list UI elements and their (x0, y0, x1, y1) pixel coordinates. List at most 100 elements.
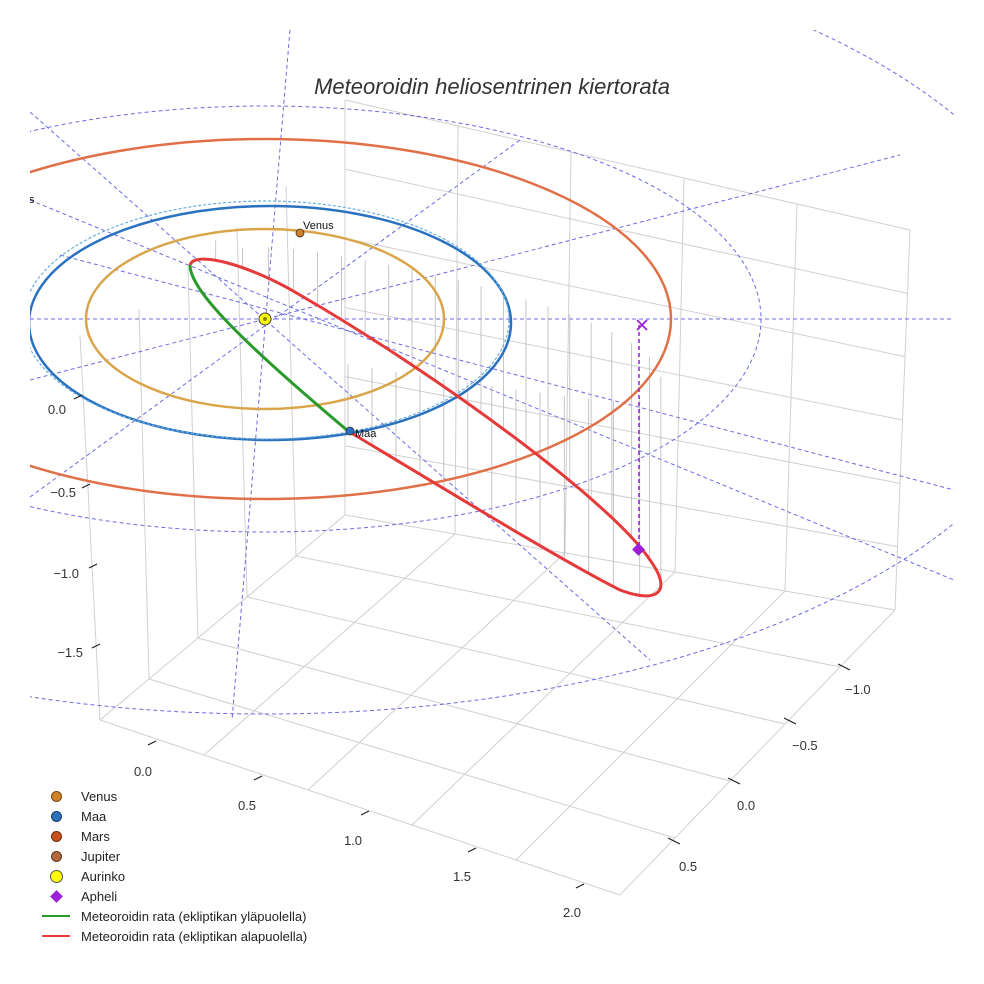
grid (79, 99, 911, 896)
aphelion-marker[interactable] (632, 543, 645, 556)
y-tick-label: 0.5 (679, 859, 697, 874)
x-tick-label: 0.0 (134, 764, 152, 779)
legend-item-orbit-below[interactable]: Meteoroidin rata (ekliptikan alapuolella… (40, 926, 307, 946)
mars-orbit (30, 137, 673, 501)
y-tick-mark (667, 837, 681, 845)
grid-line (564, 151, 572, 554)
legend-item-earth[interactable]: Maa (40, 806, 307, 826)
guide-radial-2 (231, 30, 291, 721)
venus-marker[interactable] (295, 228, 305, 238)
grid-line (187, 267, 199, 639)
x-tick-mark (360, 810, 370, 816)
x-tick-mark (467, 847, 477, 853)
grid-line (454, 125, 459, 535)
guide-radial-4 (30, 154, 901, 381)
z-tick-label: −1.5 (57, 645, 83, 660)
legend-swatch (42, 915, 70, 917)
meteoroid-orbit-above (188, 264, 349, 433)
venus-label: Venus (303, 220, 334, 232)
z-tick-label: −0.5 (50, 485, 76, 500)
grid-line (344, 307, 903, 421)
legend-label: Maa (81, 808, 107, 824)
venus-orbit (84, 227, 446, 411)
aphelion-projection-marker (636, 319, 648, 331)
earth-label: Maa (355, 428, 377, 440)
z-tick-mark (73, 394, 83, 400)
legend-item-sun[interactable]: Aurinko (40, 866, 307, 886)
legend-item-orbit-above[interactable]: Meteoroidin rata (ekliptikan yläpuolella… (40, 906, 307, 926)
grid-line (197, 637, 731, 782)
grid-line (674, 177, 685, 573)
x-tick-mark (253, 775, 263, 781)
meteoroid-orbit-below (188, 257, 663, 598)
guide-radial-5 (59, 254, 954, 491)
chart-title: Meteoroidin heliosentrinen kiertorata (314, 74, 670, 99)
legend-item-mars[interactable]: Mars (40, 826, 307, 846)
legend-item-jupiter[interactable]: Jupiter (40, 846, 307, 866)
legend-swatch (50, 850, 62, 862)
guide-radial-3 (30, 139, 521, 498)
floor-edge (99, 719, 621, 896)
x-tick-label: 1.0 (344, 833, 362, 848)
grid-line (203, 533, 456, 756)
grid-line (307, 552, 566, 791)
z-tick-mark (81, 483, 91, 489)
legend-swatch (49, 889, 63, 903)
legend-label: Mars (81, 828, 110, 844)
x-tick-label: 0.5 (238, 798, 256, 813)
legend-swatch (49, 869, 63, 883)
grid-line (148, 678, 676, 839)
grid-line (344, 237, 906, 358)
earth-orbit-shadow (30, 200, 510, 440)
floor-edge (619, 609, 896, 896)
wall-edge (79, 334, 101, 721)
legend-label: Meteoroidin rata (ekliptikan alapuolella… (81, 928, 308, 944)
x-tick-label: 1.5 (453, 869, 471, 884)
legend-label: Apheli (81, 888, 118, 904)
z-tick-mark (91, 643, 101, 649)
grid-line (344, 168, 908, 294)
grid-line (515, 590, 786, 861)
guide-radial-1 (30, 111, 651, 661)
z-tick-label: 0.0 (48, 402, 66, 417)
axes (73, 394, 851, 889)
legend-item-aphelion[interactable]: Apheli (40, 886, 307, 906)
grid-line (344, 376, 901, 484)
floor-edge (99, 514, 346, 721)
grid-line (411, 571, 676, 826)
x-tick-mark (575, 883, 585, 889)
sun-core (263, 317, 267, 321)
x-tick-mark (147, 740, 157, 746)
y-tick-mark (727, 777, 741, 785)
grid-line (344, 445, 898, 548)
legend-swatch (50, 810, 62, 822)
grid-line (246, 596, 786, 725)
legend: Venus Maa Mars Jupiter Aurinko Apheli Me… (40, 786, 307, 946)
wall-edge (344, 99, 911, 231)
legend-swatch (50, 830, 62, 842)
legend-label: Jupiter (81, 848, 121, 864)
grid-line (138, 308, 150, 680)
grid-line (784, 203, 798, 592)
grid-line (295, 555, 841, 668)
legend-label: Meteoroidin rata (ekliptikan yläpuolella… (81, 908, 307, 924)
earth-marker[interactable] (345, 426, 355, 436)
mars-label: Mars (10, 194, 35, 206)
z-tick-label: −1.0 (53, 566, 79, 581)
legend-label: Venus (81, 788, 118, 804)
earth-orbit (30, 204, 513, 442)
y-tick-mark (783, 717, 797, 725)
legend-item-venus[interactable]: Venus (40, 786, 307, 806)
y-tick-label: 0.0 (737, 798, 755, 813)
x-tick-label: 2.0 (563, 905, 581, 920)
wall-edge (344, 514, 896, 611)
drop-lines (215, 240, 662, 596)
y-tick-mark (837, 663, 851, 671)
legend-label: Aurinko (81, 868, 126, 884)
grid-line (285, 185, 297, 557)
guide-ring-outer (30, 30, 954, 715)
grid-line (236, 226, 248, 598)
legend-swatch (50, 790, 62, 802)
z-tick-mark (88, 563, 98, 569)
